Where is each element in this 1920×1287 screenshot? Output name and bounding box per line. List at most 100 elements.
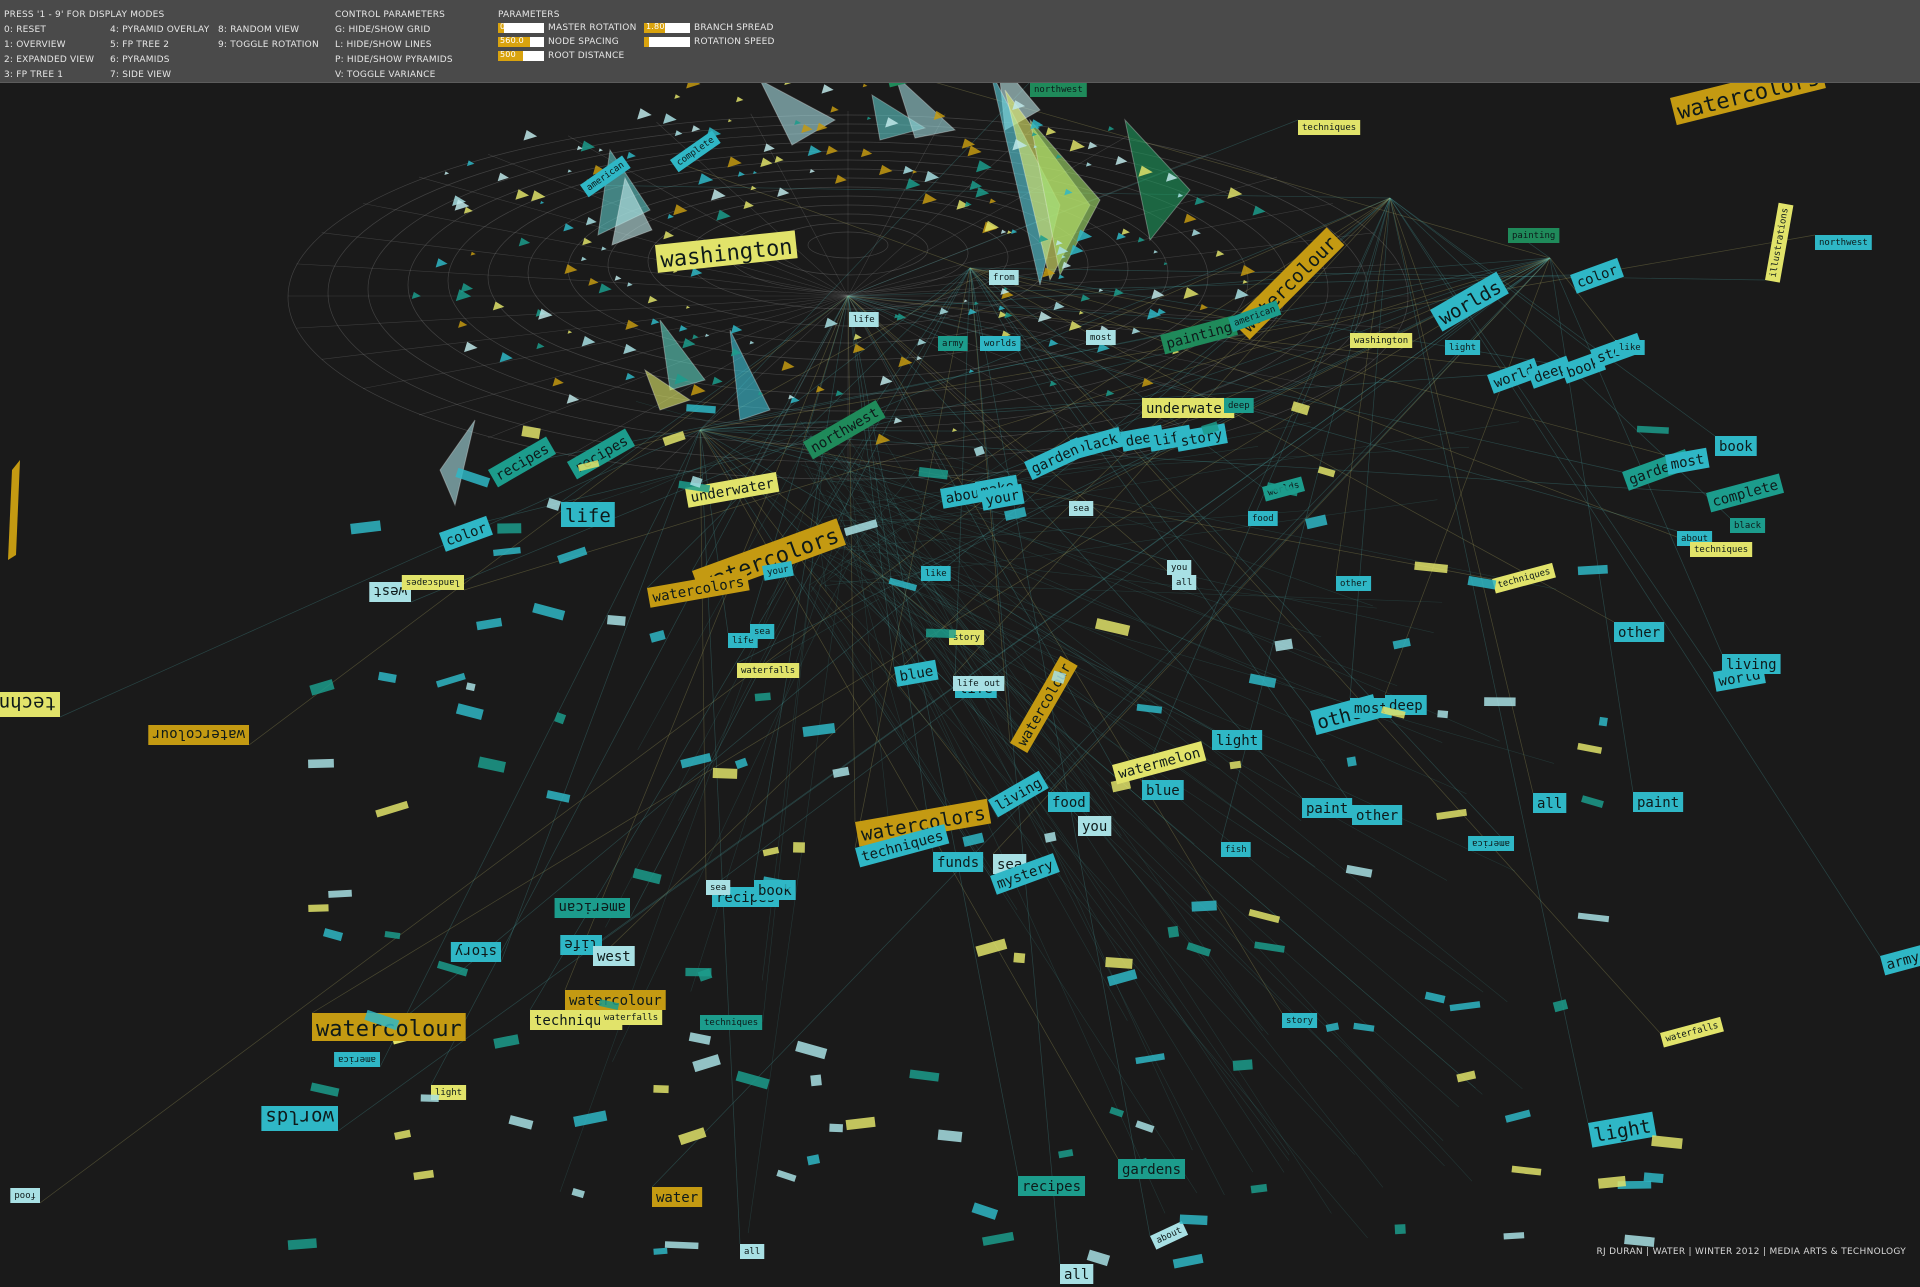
word-node[interactable]: life [561, 502, 615, 527]
word-node[interactable]: your [762, 560, 794, 581]
word-node[interactable]: life [849, 312, 879, 327]
word-node[interactable]: light [1445, 340, 1481, 355]
word-node[interactable]: techniques [0, 692, 60, 717]
pyramid-shard [968, 308, 977, 316]
word-node[interactable]: from [989, 270, 1019, 285]
branch-line [852, 522, 1523, 1090]
param-rotation-speed[interactable]: ROTATION SPEED [644, 35, 775, 49]
word-node[interactable]: story [1282, 1013, 1318, 1028]
word-node[interactable]: all [740, 1244, 765, 1259]
word-node[interactable]: life out [953, 676, 1005, 691]
master-rotation-slider[interactable]: 0.05 [498, 23, 544, 33]
word-node[interactable]: underwater [1142, 398, 1235, 418]
param-branch-spread[interactable]: 1.80 BRANCH SPREAD [644, 21, 774, 35]
word-node[interactable]: book [1715, 436, 1757, 456]
pyramid-shard [1045, 127, 1057, 136]
word-node[interactable]: like [1615, 340, 1645, 355]
word-node[interactable]: techniques [1298, 120, 1361, 135]
word-node[interactable]: sea [750, 624, 775, 639]
word-node[interactable]: sea [1069, 501, 1094, 516]
word-node[interactable]: story [450, 942, 501, 962]
word-node[interactable]: you [1078, 816, 1112, 836]
word-node[interactable]: all [1060, 1264, 1094, 1284]
word-node[interactable]: recipes [567, 428, 636, 480]
word-node[interactable]: about [1150, 1221, 1189, 1250]
word-node[interactable]: water [652, 1187, 703, 1207]
word-node[interactable]: waterfalls [1660, 1016, 1724, 1048]
word-node[interactable]: army [1880, 945, 1920, 976]
word-node[interactable]: america [334, 1052, 380, 1067]
word-node[interactable]: west [369, 582, 411, 602]
word-node[interactable]: blue [894, 659, 939, 687]
word-node[interactable]: other [1352, 805, 1403, 825]
word-node[interactable]: army [938, 336, 968, 351]
word-node[interactable]: landscapes [401, 575, 464, 590]
pyramid-shard [894, 314, 900, 319]
word-node[interactable]: light [431, 1085, 467, 1100]
word-node[interactable]: complete [670, 130, 721, 173]
param-node-spacing[interactable]: 560.0 NODE SPACING [498, 35, 619, 49]
param-root-distance[interactable]: 500 ROOT DISTANCE [498, 49, 624, 63]
word-node[interactable]: recipes [488, 436, 557, 488]
word-node[interactable]: northwest [1030, 82, 1087, 97]
word-node[interactable]: food [10, 1188, 40, 1203]
word-node[interactable]: other [1614, 622, 1665, 642]
word-node[interactable]: waterfalls [737, 663, 800, 678]
word-node[interactable]: america [1468, 836, 1514, 851]
word-node[interactable]: recipes [1018, 1176, 1086, 1196]
word-node[interactable]: techniques [700, 1015, 763, 1030]
word-node[interactable]: food [1048, 792, 1090, 812]
word-node[interactable]: color [439, 515, 493, 552]
word-node[interactable]: washington [655, 230, 798, 274]
word-node[interactable]: most [1665, 447, 1710, 475]
word-node[interactable]: other [1336, 576, 1372, 591]
word-node[interactable]: all [1533, 793, 1567, 813]
word-node[interactable]: worlds [261, 1106, 338, 1131]
word-node[interactable]: gardens [1118, 1159, 1186, 1179]
word-node[interactable]: light [1212, 730, 1263, 750]
word-node[interactable]: northwest [1815, 235, 1872, 250]
word-node[interactable]: watercolour [565, 990, 666, 1010]
word-node[interactable]: most [1086, 330, 1116, 345]
word-node[interactable]: techniques [1492, 562, 1556, 594]
word-node[interactable]: sea [706, 880, 731, 895]
word-node[interactable]: your [980, 483, 1025, 511]
word-node[interactable]: light [1588, 1111, 1657, 1148]
word-node[interactable]: funds [933, 852, 984, 872]
node-spacing-slider[interactable]: 560.0 [498, 37, 544, 47]
word-node[interactable]: like [921, 566, 951, 581]
word-node[interactable]: all [1172, 575, 1197, 590]
rotation-speed-slider[interactable] [644, 37, 690, 47]
word-node[interactable]: paint [1302, 798, 1353, 818]
word-node[interactable]: waterfalls [600, 1010, 663, 1025]
word-node[interactable]: black [1730, 518, 1766, 533]
word-node[interactable]: techniques [1690, 542, 1753, 557]
word-node[interactable]: west [593, 946, 635, 966]
word-node[interactable]: worlds [1430, 271, 1509, 332]
word-node[interactable]: fish [1221, 842, 1251, 857]
branch-line [1549, 257, 1616, 341]
word-node[interactable]: living [988, 770, 1049, 818]
word-node[interactable]: color [1570, 257, 1624, 294]
root-distance-slider[interactable]: 500 [498, 51, 544, 61]
word-node[interactable]: american [554, 898, 630, 918]
word-node[interactable]: you [1167, 560, 1192, 575]
tag-node [1449, 1001, 1481, 1012]
word-node[interactable]: complete [1706, 473, 1785, 513]
word-node[interactable]: painting [1508, 228, 1560, 243]
word-node[interactable]: food [1248, 511, 1278, 526]
word-node[interactable]: life [560, 935, 602, 955]
word-node[interactable]: deep [1224, 398, 1254, 413]
word-node[interactable]: washington [1350, 333, 1413, 348]
word-node[interactable]: paint [1633, 792, 1684, 812]
word-node[interactable]: techniques [530, 1010, 623, 1030]
grid-spoke [487, 154, 849, 297]
word-node[interactable]: watercolour [148, 725, 249, 745]
word-node[interactable]: story [949, 630, 985, 645]
branch-spread-slider[interactable]: 1.80 [644, 23, 690, 33]
word-node[interactable]: worlds [980, 336, 1021, 351]
word-node[interactable]: blue [1142, 780, 1184, 800]
word-node[interactable]: living [1722, 654, 1781, 674]
param-master-rotation[interactable]: 0.05 MASTER ROTATION [498, 21, 637, 35]
